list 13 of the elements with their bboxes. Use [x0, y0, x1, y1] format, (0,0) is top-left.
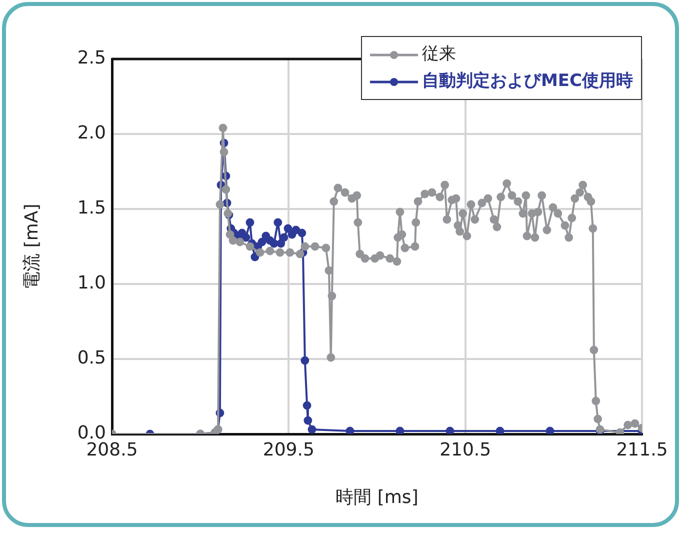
y-tick-label: 0.5	[77, 348, 106, 369]
y-tick-label: 2.5	[77, 48, 106, 69]
x-tick-label: 209.5	[262, 439, 314, 460]
y-tick-label: 1.0	[77, 272, 106, 294]
y-tick-label: 1.5	[77, 198, 106, 219]
y-axis-title: 電流 [mA]	[21, 204, 42, 290]
x-tick-label: 210.5	[440, 439, 492, 460]
legend-label: 自動判定およびMEC使用時	[422, 70, 633, 93]
x-tick-label: 208.5	[86, 439, 138, 460]
x-axis-title: 時間 [ms]	[336, 486, 418, 508]
x-tick-label: 211.5	[616, 439, 668, 460]
legend-label: 従来	[422, 43, 456, 66]
y-tick-label: 2.0	[77, 122, 106, 144]
